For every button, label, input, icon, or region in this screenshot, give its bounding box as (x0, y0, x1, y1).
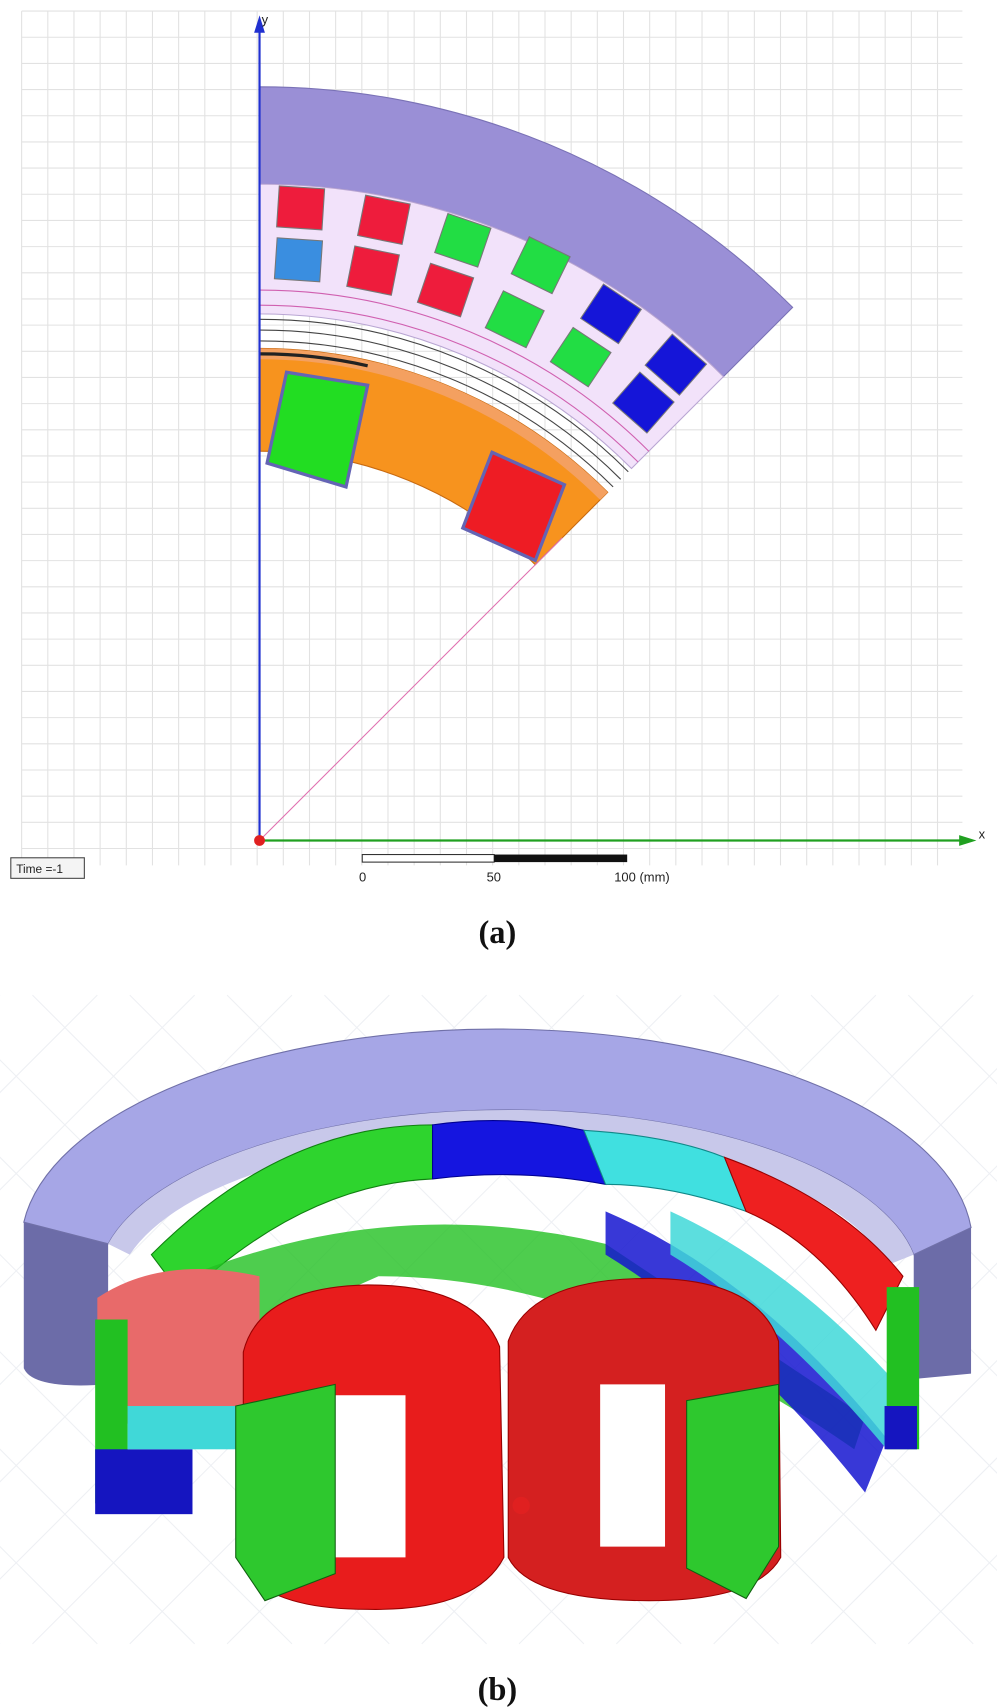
coil-band (162, 1224, 866, 1450)
coil (579, 283, 643, 345)
coil (434, 212, 492, 268)
rotor-coils-3d (235, 1277, 782, 1610)
coil-band (670, 1211, 898, 1450)
axes: y x (254, 12, 986, 846)
caption: (a) (479, 915, 517, 951)
coil-side (235, 1383, 336, 1602)
coil-side (884, 1406, 917, 1450)
coil-window (335, 1395, 406, 1558)
caption: (b) (478, 1672, 518, 1708)
grid-line (0, 1448, 196, 1645)
magnet (460, 450, 567, 563)
coil-window (600, 1384, 666, 1547)
coil (612, 371, 675, 434)
status: Time =-1 0 50 100 (mm) (10, 854, 670, 885)
grid-line (0, 1351, 293, 1645)
scale-label: 50 (487, 870, 501, 885)
grid-line (0, 994, 196, 1191)
grid-line (810, 994, 997, 1182)
yoke-side (913, 1227, 972, 1379)
coil (346, 245, 400, 296)
magnet (265, 370, 370, 489)
time-box (10, 857, 85, 879)
rotor-2d (258, 347, 609, 841)
arrow (959, 835, 977, 846)
coil (549, 326, 612, 388)
scale-label: 0 (359, 870, 366, 885)
coil-side (127, 1406, 236, 1450)
axis-label: x (979, 826, 986, 841)
boundary-line (259, 537, 563, 841)
origin (254, 835, 265, 846)
coil-side (95, 1449, 193, 1515)
coil (416, 262, 475, 318)
yoke-side (23, 1222, 109, 1386)
origin (512, 1496, 530, 1515)
coil-band (431, 1120, 607, 1186)
coil (484, 290, 545, 349)
axis-label: y (262, 12, 269, 27)
coils (273, 185, 708, 434)
arrow (254, 15, 265, 33)
coil (273, 237, 324, 283)
airgap-lines (259, 289, 650, 463)
scale-bar (494, 854, 628, 863)
coil-side (686, 1383, 780, 1600)
scale-bar (361, 854, 495, 863)
rotor-edge (259, 352, 369, 368)
time-label: Time =-1 (16, 862, 63, 876)
airgap-lines (259, 318, 629, 488)
coil (276, 185, 326, 231)
coil (356, 194, 411, 246)
grid-line (713, 1359, 997, 1645)
scale-label: 100 (mm) (614, 870, 669, 885)
grid-line (810, 1457, 997, 1645)
coil (644, 333, 708, 396)
coil-end (97, 1269, 260, 1428)
coil (510, 236, 571, 295)
